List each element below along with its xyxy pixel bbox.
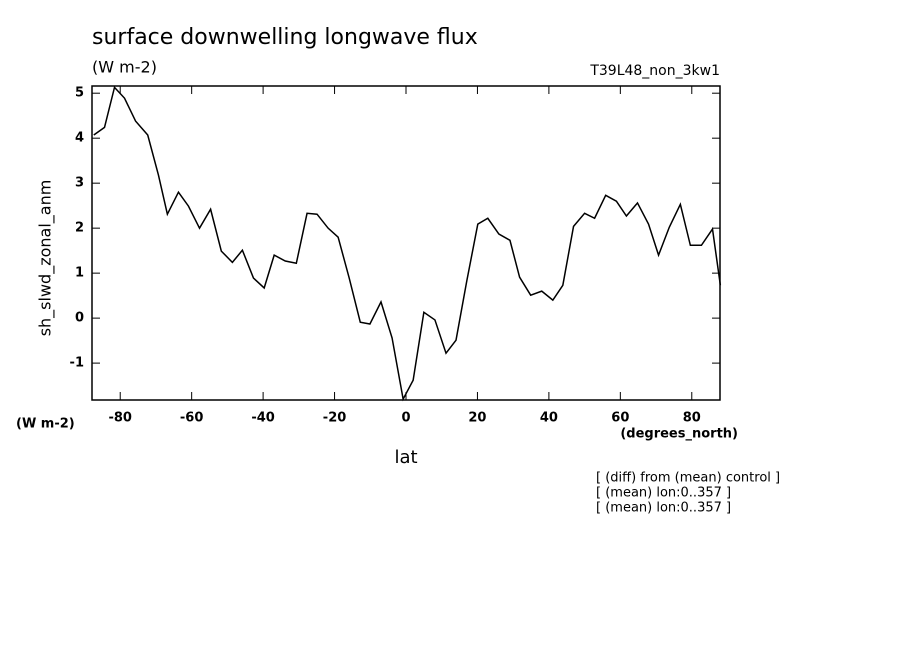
y-tick-label: 0 [75, 311, 84, 326]
x-tick-label: -20 [323, 411, 347, 426]
x-tick-label: 60 [611, 411, 629, 426]
x-tick-label: -40 [251, 411, 275, 426]
x-tick-label: 0 [401, 411, 410, 426]
y-tick-label: 5 [75, 86, 84, 101]
y-tick-label: 4 [75, 131, 84, 146]
y-tick-label: 1 [75, 266, 84, 281]
y-tick-label: 3 [75, 176, 84, 191]
units-top: (W m-2) [92, 58, 157, 77]
y-tick-label: 2 [75, 221, 84, 236]
data-line [93, 85, 722, 402]
x-tick-label: 80 [683, 411, 701, 426]
note: [ (mean) lon:0..357 ] [596, 486, 731, 501]
y-tick-label: -1 [70, 356, 84, 371]
x-tick-label: 40 [540, 411, 558, 426]
x-tick-label: 20 [468, 411, 486, 426]
plot-frame [91, 85, 721, 401]
x-units: (degrees_north) [620, 427, 738, 442]
x-tick-label: -60 [180, 411, 204, 426]
y-axis-label: sh_slwd_zonal_anm [36, 180, 56, 337]
units-left: (W m-2) [16, 417, 75, 432]
note: [ (diff) from (mean) control ] [596, 471, 780, 486]
note: [ (mean) lon:0..357 ] [596, 501, 731, 516]
x-axis-label: lat [394, 447, 417, 468]
x-tick-label: -80 [108, 411, 132, 426]
run-label: T39L48_non_3kw1 [589, 63, 720, 79]
chart-title: surface downwelling longwave flux [92, 25, 478, 50]
